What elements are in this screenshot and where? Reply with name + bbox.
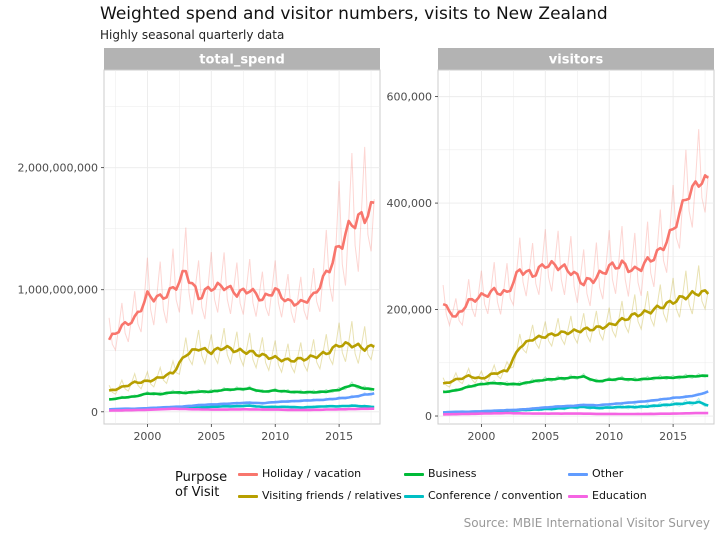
legend-title-line2: of Visit <box>175 485 220 500</box>
x-tick-label: 2010 <box>595 430 623 443</box>
legend-item-education: Education <box>568 488 647 504</box>
legend-label-holiday: Holiday / vacation <box>262 467 362 480</box>
legend-key-business <box>404 472 424 476</box>
series-trend-0-4 <box>109 392 375 411</box>
series-trend-1-4 <box>443 390 709 414</box>
legend-item-other: Other <box>568 466 623 482</box>
series-raw-1-1 <box>442 265 709 388</box>
legend-item-vfr: Visiting friends / relatives <box>238 488 402 504</box>
legend-item-business: Business <box>404 466 477 482</box>
series-raw-0-1 <box>108 321 375 395</box>
facet-strip-label-total_spend: total_spend <box>199 53 285 68</box>
faceted-line-chart: total_spend 0 1,000,000,000 2,000,000,000 20… <box>18 48 715 443</box>
series-trend-1-2 <box>443 374 709 394</box>
legend-label-conference: Conference / convention <box>428 489 563 502</box>
y-tick-label: 0 <box>425 410 432 423</box>
x-tick-label: 2010 <box>261 430 289 443</box>
x-tick-label: 2015 <box>659 430 687 443</box>
y-tick-label: 400,000 <box>387 197 433 210</box>
chart-subtitle: Highly seasonal quarterly data <box>100 28 285 42</box>
legend-key-education <box>568 494 588 498</box>
x-tick-label: 2005 <box>197 430 225 443</box>
series-raw-0-0 <box>108 146 375 352</box>
panel-border-1 <box>437 69 715 425</box>
series-raw-1-4 <box>443 390 709 413</box>
legend-label-other: Other <box>592 467 624 480</box>
series-trend-0-2 <box>109 383 375 401</box>
y-tick-label: 600,000 <box>387 91 433 104</box>
x-tick-label: 2015 <box>325 430 353 443</box>
legend-title-line1: Purpose <box>175 470 228 485</box>
series-trend-0-0 <box>107 200 375 341</box>
y-tick-label: 200,000 <box>387 304 433 317</box>
facet-strip-bg-0 <box>104 48 380 70</box>
x-tick-label: 2005 <box>531 430 559 443</box>
chart-title: Weighted spend and visitor numbers, visi… <box>100 4 608 24</box>
source-caption: Source: MBIE International Visitor Surve… <box>463 516 710 530</box>
legend-key-conference <box>404 494 424 498</box>
series-trend-0-5 <box>109 407 375 412</box>
legend-key-vfr <box>238 494 258 498</box>
legend-label-business: Business <box>428 467 477 480</box>
y-tick-label: 1,000,000,000 <box>18 284 98 297</box>
legend-key-holiday <box>238 472 258 476</box>
series-trend-1-5 <box>443 411 709 416</box>
series-trend-1-1 <box>442 289 710 385</box>
series-raw-1-0 <box>442 129 709 328</box>
legend-title: Purpose of Visit <box>175 470 227 500</box>
series-trend-0-1 <box>108 340 375 392</box>
legend-key-other <box>568 472 588 476</box>
facet-strip-bg-1 <box>438 48 714 70</box>
series-trend-1-0 <box>442 174 710 318</box>
x-tick-label: 2000 <box>467 430 495 443</box>
x-tick-label: 2000 <box>133 430 161 443</box>
facet-strip-label-visitors: visitors <box>549 53 604 68</box>
y-tick-label: 0 <box>91 406 98 419</box>
panel-border-0 <box>103 69 381 425</box>
legend-item-conference: Conference / convention <box>404 488 563 504</box>
y-tick-label: 2,000,000,000 <box>18 162 98 175</box>
legend-label-education: Education <box>592 489 647 502</box>
legend-label-vfr: Visiting friends / relatives <box>262 489 402 502</box>
legend-item-holiday: Holiday / vacation <box>238 466 361 482</box>
